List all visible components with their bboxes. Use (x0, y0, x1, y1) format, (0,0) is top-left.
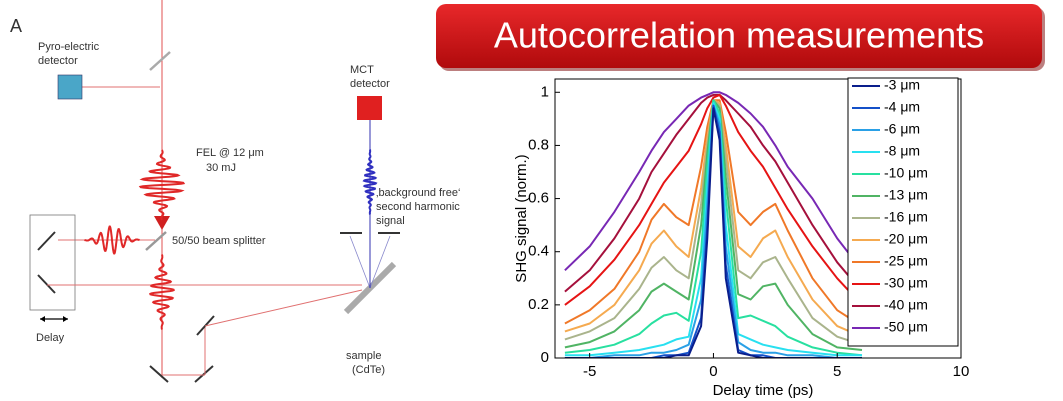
label: detector (350, 78, 390, 90)
beam (369, 235, 391, 289)
label: ‚background free‘ (376, 187, 460, 199)
mirror (37, 231, 56, 251)
series-line (564, 107, 862, 358)
pyro-detector (57, 74, 83, 100)
x-tick-label: 0 (709, 363, 717, 380)
x-axis-label: Delay time (ps) (713, 382, 814, 399)
legend-box (847, 77, 959, 347)
y-tick-label: 0.4 (528, 243, 549, 260)
series-line (564, 93, 863, 306)
label: FEL @ 12 μm (196, 147, 264, 159)
chart: -5 0 5 10 0 0.2 0.4 0.6 0.8 1 Delay time (ps) SHG s… (513, 77, 969, 399)
plot-frame (554, 78, 962, 359)
mirror (194, 365, 214, 383)
legend-label: -25 μm (884, 253, 928, 269)
beam (349, 235, 371, 289)
pulses (84, 149, 378, 330)
pulse (138, 149, 186, 221)
legend-label: -16 μm (884, 209, 928, 225)
legend-label: -10 μm (884, 165, 928, 181)
legend-label: -40 μm (884, 297, 928, 313)
series-line (564, 93, 863, 293)
label: Delay (36, 332, 65, 344)
y-tick-label: 1 (541, 83, 549, 100)
legend-label: -20 μm (884, 231, 928, 247)
legend-label: -50 μm (884, 319, 928, 335)
banner-title: Autocorrelation measurements (494, 15, 984, 56)
arrow (154, 216, 170, 230)
banner-box (436, 4, 1042, 68)
label: 50/50 beam splitter (172, 235, 266, 247)
x-tick-label: -5 (583, 363, 596, 380)
beam (204, 289, 363, 327)
y-tick-label: 0.6 (528, 190, 549, 207)
y-tick-label: 0 (541, 349, 549, 366)
mct-detector (357, 96, 382, 120)
series-line (564, 104, 862, 358)
series-line (564, 101, 862, 357)
panel-label: A (10, 16, 22, 36)
series-group (564, 91, 863, 358)
delay-stage (29, 214, 76, 311)
mirror (149, 365, 169, 383)
mirror (37, 274, 56, 294)
legend-label: -30 μm (884, 275, 928, 291)
x-tick-label: 10 (953, 363, 970, 380)
x-tick-label: 5 (833, 363, 841, 380)
label: 30 mJ (206, 162, 236, 174)
pulse (362, 149, 378, 215)
legend-label: -4 μm (884, 99, 920, 115)
pulse (149, 254, 175, 330)
series-line (564, 99, 863, 357)
banner: Autocorrelation measurements (436, 4, 1045, 71)
y-axis-label: SHG signal (norm.) (513, 154, 530, 282)
label: MCT (350, 64, 374, 76)
beam-splitter (145, 231, 167, 251)
legend-label: -13 μm (884, 187, 928, 203)
label: (CdTe) (352, 364, 385, 376)
series-line (564, 91, 863, 272)
label: Pyro-electric (38, 41, 100, 53)
label: sample (346, 350, 381, 362)
mirror (149, 51, 171, 71)
label: detector (38, 55, 78, 67)
y-tick-label: 0.2 (528, 296, 549, 313)
pulse (84, 225, 140, 255)
legend-label: -6 μm (884, 121, 920, 137)
label: signal (376, 215, 405, 227)
y-tick-label: 0.8 (528, 136, 549, 153)
setup-diagram: A Pyro-electric detector FEL @ 12 μm 30 … (10, 0, 460, 383)
legend-label: -8 μm (884, 143, 920, 159)
label: second harmonic (376, 201, 460, 213)
legend-label: -3 μm (884, 77, 920, 93)
